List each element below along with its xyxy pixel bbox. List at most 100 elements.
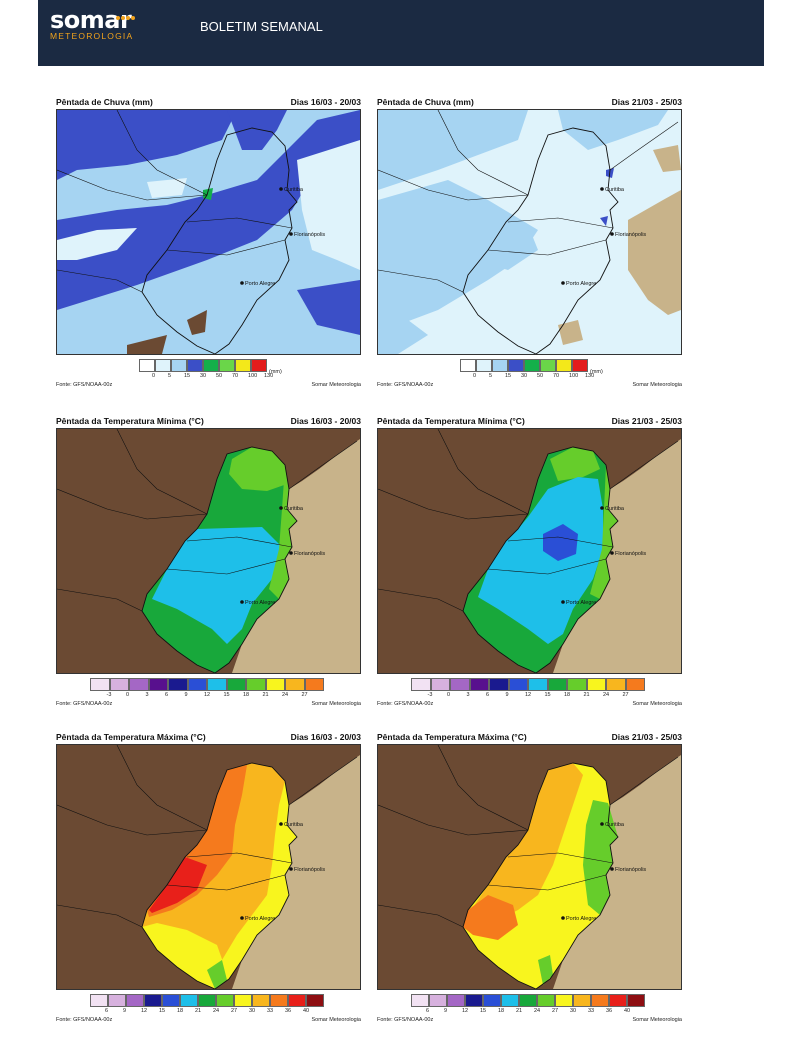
legend-swatch — [450, 678, 470, 691]
legend-swatch — [90, 994, 108, 1007]
legend-tick-label: 100 — [248, 373, 258, 379]
legend-swatch — [109, 678, 129, 691]
legend-tick-label: 24 — [534, 1008, 541, 1014]
legend-tick-label: 0 — [473, 373, 477, 379]
legend-swatch — [501, 994, 519, 1007]
panel-title: Pêntada da Temperatura Mínima (°C) — [56, 416, 204, 426]
legend-tick-label: 15 — [544, 692, 551, 698]
legend-tick-label: 18 — [177, 1008, 184, 1014]
source-label: Fonte: GFS/NOAA-00z — [56, 382, 113, 388]
legend-swatch — [288, 994, 306, 1007]
brand-dots-icon — [116, 7, 138, 20]
legend-swatch — [411, 994, 429, 1007]
legend-swatch — [246, 678, 266, 691]
legend-swatch — [216, 994, 234, 1007]
legend-tick-label: 36 — [606, 1008, 613, 1014]
legend-swatch — [476, 359, 492, 372]
legend-swatch — [306, 994, 324, 1007]
legend-swatch — [126, 994, 144, 1007]
legend-swatch — [226, 678, 246, 691]
legend-swatch — [198, 994, 216, 1007]
legend-tick-label: 30 — [249, 1008, 256, 1014]
legend-tick-label: 12 — [141, 1008, 148, 1014]
legend-tick-label: 18 — [498, 1008, 505, 1014]
panel-dates: Dias 21/03 - 25/03 — [611, 97, 682, 107]
legend-tick-label: 5 — [168, 373, 172, 379]
legend-swatch — [537, 994, 555, 1007]
legend-tick-label: 9 — [123, 1008, 127, 1014]
panel-dates: Dias 16/03 - 20/03 — [290, 732, 361, 742]
legend-swatch — [460, 359, 476, 372]
legend-tick-label: 18 — [564, 692, 571, 698]
legend-swatch — [265, 678, 285, 691]
legend-swatch — [528, 678, 548, 691]
legend-swatch — [219, 359, 235, 372]
legend-tick-label: 30 — [521, 373, 528, 379]
legend-swatch — [556, 359, 572, 372]
legend-tick-label: 30 — [570, 1008, 577, 1014]
legend-unit: (mm) — [590, 369, 603, 375]
city-label: Curitiba — [284, 822, 304, 828]
credit-label: Somar Meteorologia — [311, 382, 361, 388]
legend-tick-label: 9 — [505, 692, 509, 698]
credit-label: Somar Meteorologia — [311, 701, 361, 707]
rain-legend-ticks: 0 5 15 30 50 70 100 130 (mm) — [56, 369, 361, 381]
credit-label: Somar Meteorologia — [311, 1017, 361, 1023]
legend-tick-label: 27 — [552, 1008, 559, 1014]
legend-tick-label: 3 — [145, 692, 149, 698]
source-label: Fonte: GFS/NOAA-00z — [377, 1017, 434, 1023]
tmin-legend-ticks: -3 0 3 6 9 12 15 18 21 24 27 — [56, 692, 361, 700]
legend-swatch — [524, 359, 540, 372]
legend-swatch — [171, 359, 187, 372]
panel-title: Pêntada de Chuva (mm) — [377, 97, 474, 107]
legend-swatch — [235, 359, 251, 372]
legend-swatch — [430, 678, 450, 691]
legend-swatch — [567, 678, 587, 691]
legend-swatch — [411, 678, 431, 691]
legend-swatch — [207, 678, 227, 691]
legend-tick-label: 50 — [537, 373, 544, 379]
legend-tick-label: 27 — [301, 692, 308, 698]
legend-swatch — [168, 678, 188, 691]
legend-swatch — [304, 678, 324, 691]
legend-tick-label: 24 — [282, 692, 289, 698]
credit-label: Somar Meteorologia — [632, 701, 682, 707]
city-label: Florianópolis — [294, 867, 325, 873]
panel-dates: Dias 16/03 - 20/03 — [290, 416, 361, 426]
city-label: Curitiba — [605, 187, 625, 193]
legend-swatch — [234, 994, 252, 1007]
legend-tick-label: 27 — [622, 692, 629, 698]
legend-tick-label: 15 — [184, 373, 191, 379]
legend-swatch — [108, 994, 126, 1007]
tmax-map: Curitiba Florianópolis Porto Alegre — [377, 744, 682, 990]
legend-swatch — [252, 994, 270, 1007]
legend-unit: (mm) — [269, 369, 282, 375]
tmax-map: Curitiba Florianópolis Porto Alegre — [56, 744, 361, 990]
city-label: Porto Alegre — [566, 281, 596, 287]
legend-tick-label: 40 — [624, 1008, 631, 1014]
legend-tick-label: 15 — [223, 692, 230, 698]
city-label: Florianópolis — [615, 867, 646, 873]
city-label: Florianópolis — [615, 551, 646, 557]
legend-swatch — [586, 678, 606, 691]
panel-title: Pêntada da Temperatura Mínima (°C) — [377, 416, 525, 426]
legend-swatch — [155, 359, 171, 372]
legend-swatch — [144, 994, 162, 1007]
legend-swatch — [129, 678, 149, 691]
tmax-legend-ticks: 6 9 12 15 18 21 24 27 30 33 36 40 — [377, 1008, 682, 1016]
legend-tick-label: 33 — [588, 1008, 595, 1014]
legend-tick-label: 0 — [447, 692, 451, 698]
legend-swatch — [429, 994, 447, 1007]
legend-swatch — [203, 359, 219, 372]
legend-swatch — [508, 678, 528, 691]
legend-swatch — [447, 994, 465, 1007]
panel-dates: Dias 16/03 - 20/03 — [290, 97, 361, 107]
legend-swatch — [180, 994, 198, 1007]
legend-tick-label: 130 — [264, 373, 274, 379]
legend-tick-label: 50 — [216, 373, 223, 379]
panel-dates: Dias 21/03 - 25/03 — [611, 416, 682, 426]
legend-swatch — [285, 678, 305, 691]
legend-tick-label: 100 — [569, 373, 579, 379]
legend-tick-label: 6 — [486, 692, 490, 698]
legend-tick-label: 70 — [553, 373, 560, 379]
